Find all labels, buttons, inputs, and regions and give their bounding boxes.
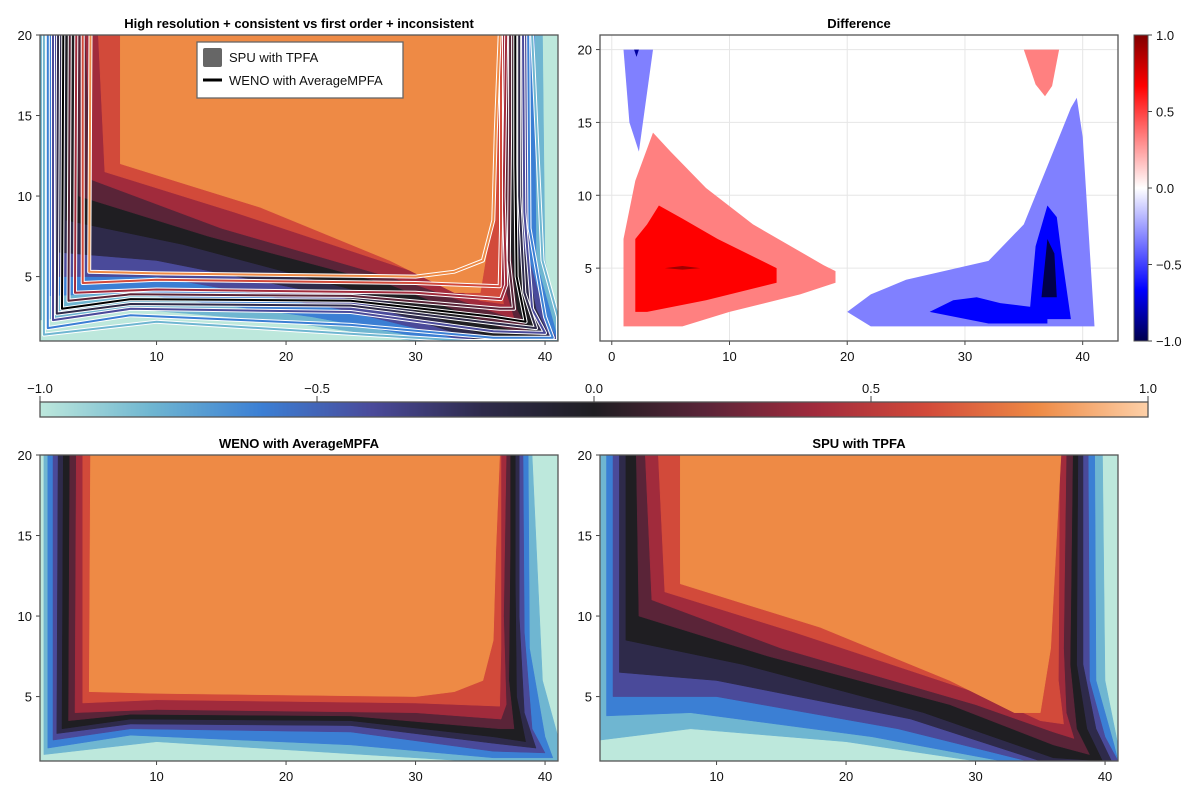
x-tick-label: 30	[958, 349, 972, 364]
contour-line	[67, 35, 515, 310]
weno-axes: WENO with AverageMPFA 10 20 30 40 5 10 15 20	[18, 436, 553, 784]
x-tick-label: 10	[722, 349, 736, 364]
x-tick-label: 10	[709, 769, 723, 784]
y-tick-label: 5	[25, 690, 32, 705]
contour-line	[42, 35, 558, 341]
colorbar-tick-label: 0.5	[1156, 105, 1174, 120]
colorbar-tick-label: −1.0	[1156, 334, 1182, 349]
difference-regions	[623, 49, 1095, 327]
y-tick-label: 15	[18, 529, 32, 544]
y-tick-label: 10	[578, 188, 592, 203]
difference-title: Difference	[827, 16, 891, 31]
difference-region	[1041, 239, 1057, 298]
y-tick-label: 15	[578, 529, 592, 544]
x-tick-label: 40	[538, 349, 552, 364]
difference-region	[623, 49, 653, 152]
legend: SPU with TPFA WENO with AverageMPFA	[196, 41, 404, 99]
contour-line	[81, 35, 502, 288]
contour-line	[74, 35, 508, 301]
x-tick-label: 20	[839, 769, 853, 784]
x-tick-label: 20	[840, 349, 854, 364]
y-tick-label: 5	[585, 261, 592, 276]
contour-line	[46, 35, 554, 339]
difference-region	[929, 297, 1048, 324]
spu-title: SPU with TPFA	[812, 436, 906, 451]
legend-label: WENO with AverageMPFA	[229, 73, 383, 88]
x-tick-label: 0	[608, 349, 615, 364]
overlay-contour-lines	[41, 35, 558, 341]
difference-region	[1023, 49, 1060, 97]
x-tick-label: 40	[1075, 349, 1089, 364]
contour-line	[52, 35, 546, 334]
difference-region	[664, 266, 701, 270]
y-tick-label: 10	[578, 609, 592, 624]
x-tick-label: 20	[279, 769, 293, 784]
weno-filled-contours	[40, 455, 558, 761]
spu-filled-contours	[600, 455, 1118, 761]
weno-title: WENO with AverageMPFA	[219, 436, 380, 451]
overlay-axes: High resolution + consistent vs first or…	[18, 16, 553, 364]
x-tick-label: 10	[149, 349, 163, 364]
difference-frame	[599, 34, 1119, 342]
colorbar-gradient	[39, 401, 1149, 418]
y-tick-label: 10	[18, 609, 32, 624]
y-tick-label: 20	[578, 43, 592, 58]
x-tick-label: 40	[538, 769, 552, 784]
contour-line	[88, 35, 501, 278]
y-tick-label: 5	[585, 690, 592, 705]
x-tick-label: 30	[408, 769, 422, 784]
y-tick-label: 10	[18, 189, 32, 204]
y-tick-label: 20	[18, 448, 32, 463]
legend-box	[196, 41, 404, 99]
x-tick-label: 20	[279, 349, 293, 364]
weno-frame	[39, 454, 559, 762]
y-tick-label: 5	[25, 270, 32, 285]
y-tick-label: 20	[578, 448, 592, 463]
difference-colorbar: 1.0 0.5 0.0 −0.5 −1.0	[1133, 28, 1182, 349]
contour-line	[61, 35, 527, 323]
colorbar-tick-label: −0.5	[1156, 258, 1182, 273]
contour-level-region	[680, 455, 1062, 713]
x-tick-label: 30	[408, 349, 422, 364]
difference-region	[635, 205, 777, 312]
spu-axes: SPU with TPFA 10 20 30 40 5 10 15 20	[578, 436, 1113, 784]
colorbar-tick-label: 0.5	[862, 381, 880, 396]
colorbar-tick-label: 0.0	[1156, 181, 1174, 196]
contour-line	[55, 35, 537, 330]
overlay-title: High resolution + consistent vs first or…	[124, 16, 474, 31]
difference-region	[847, 97, 1095, 327]
legend-label: SPU with TPFA	[229, 50, 319, 65]
x-tick-label: 10	[149, 769, 163, 784]
x-tick-label: 40	[1098, 769, 1112, 784]
colorbar-gradient	[1133, 34, 1149, 342]
y-tick-label: 15	[18, 109, 32, 124]
colorbar-tick-label: −0.5	[304, 381, 330, 396]
colorbar-tick-label: 0.0	[585, 381, 603, 396]
colorbar-tick-label: 1.0	[1139, 381, 1157, 396]
contour-level-region	[88, 455, 500, 697]
legend-swatch-fill	[203, 48, 222, 67]
colorbar-tick-label: −1.0	[27, 381, 53, 396]
y-tick-label: 15	[578, 115, 592, 130]
spu-frame	[599, 454, 1119, 762]
main-colorbar: −1.0 −0.5 0.0 0.5 1.0	[27, 381, 1157, 418]
y-tick-label: 20	[18, 28, 32, 43]
x-tick-label: 30	[968, 769, 982, 784]
colorbar-tick-label: 1.0	[1156, 28, 1174, 43]
difference-region	[634, 49, 639, 57]
overlay-frame	[39, 34, 559, 342]
